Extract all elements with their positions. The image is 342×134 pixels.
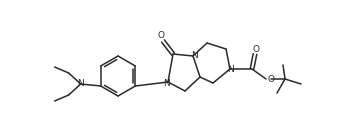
Text: O: O <box>268 75 275 85</box>
Text: N: N <box>163 79 169 88</box>
Text: N: N <box>227 64 233 74</box>
Text: N: N <box>190 51 197 59</box>
Text: O: O <box>158 31 165 40</box>
Text: O: O <box>252 44 260 53</box>
Text: N: N <box>77 79 84 88</box>
